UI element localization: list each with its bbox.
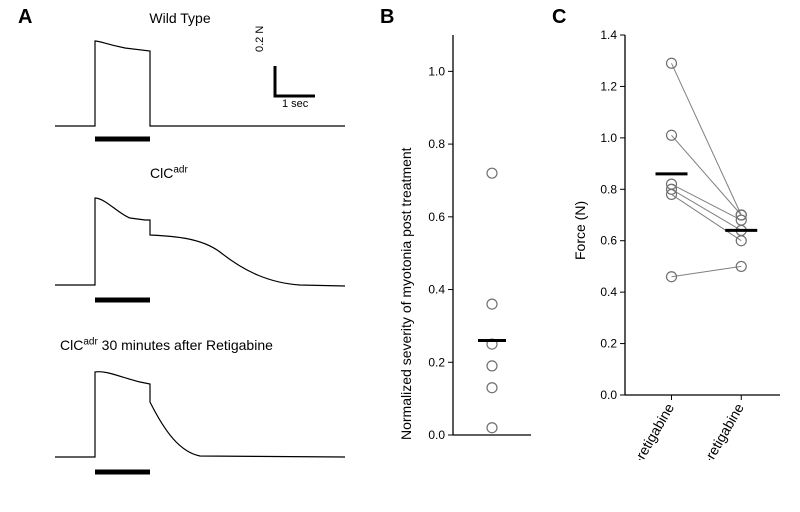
- trace2-svg: [50, 180, 350, 310]
- svg-text:0.6: 0.6: [428, 210, 445, 224]
- trace3-title: ClCadr 30 minutes after Retigabine: [60, 336, 273, 353]
- panel-b-ylabel: Normalized severity of myotonia post tre…: [398, 147, 414, 440]
- trace2-title: ClCadr: [150, 164, 188, 181]
- svg-text:1.2: 1.2: [600, 79, 617, 93]
- svg-text:0.4: 0.4: [428, 283, 445, 297]
- svg-text:Pre-retigabine: Pre-retigabine: [619, 400, 677, 460]
- svg-text:0.8: 0.8: [428, 137, 445, 151]
- trace3-svg: [50, 352, 350, 482]
- svg-text:0.4: 0.4: [600, 285, 617, 299]
- svg-text:0.8: 0.8: [600, 182, 617, 196]
- panel-c-ylabel: Force (N): [572, 201, 588, 260]
- trace1-title: Wild Type: [120, 10, 240, 26]
- scalebar-v: 0.2 N: [254, 26, 266, 52]
- svg-text:0.6: 0.6: [600, 234, 617, 248]
- svg-text:0.2: 0.2: [428, 355, 445, 369]
- svg-text:1.4: 1.4: [600, 30, 617, 42]
- svg-text:1.0: 1.0: [600, 131, 617, 145]
- trace1-svg: [50, 26, 350, 146]
- panel-a-label: A: [18, 6, 32, 29]
- svg-text:0.2: 0.2: [600, 337, 617, 351]
- scalebar-h: 1 sec: [282, 98, 308, 110]
- panel-c-label: C: [552, 6, 566, 29]
- panel-b-plot: 0.0 0.2 0.4 0.6 0.8 1.0: [418, 30, 538, 460]
- panel-c-plot: 0.0 0.2 0.4 0.6 0.8 1.0 1.2 1.4 Pre-retigabinePo…: [590, 30, 790, 460]
- svg-text:0.0: 0.0: [428, 428, 445, 442]
- svg-text:1.0: 1.0: [428, 64, 445, 78]
- svg-text:Post-retigabine: Post-retigabine: [686, 400, 747, 460]
- svg-text:0.0: 0.0: [600, 388, 617, 402]
- panel-b-label: B: [380, 6, 394, 29]
